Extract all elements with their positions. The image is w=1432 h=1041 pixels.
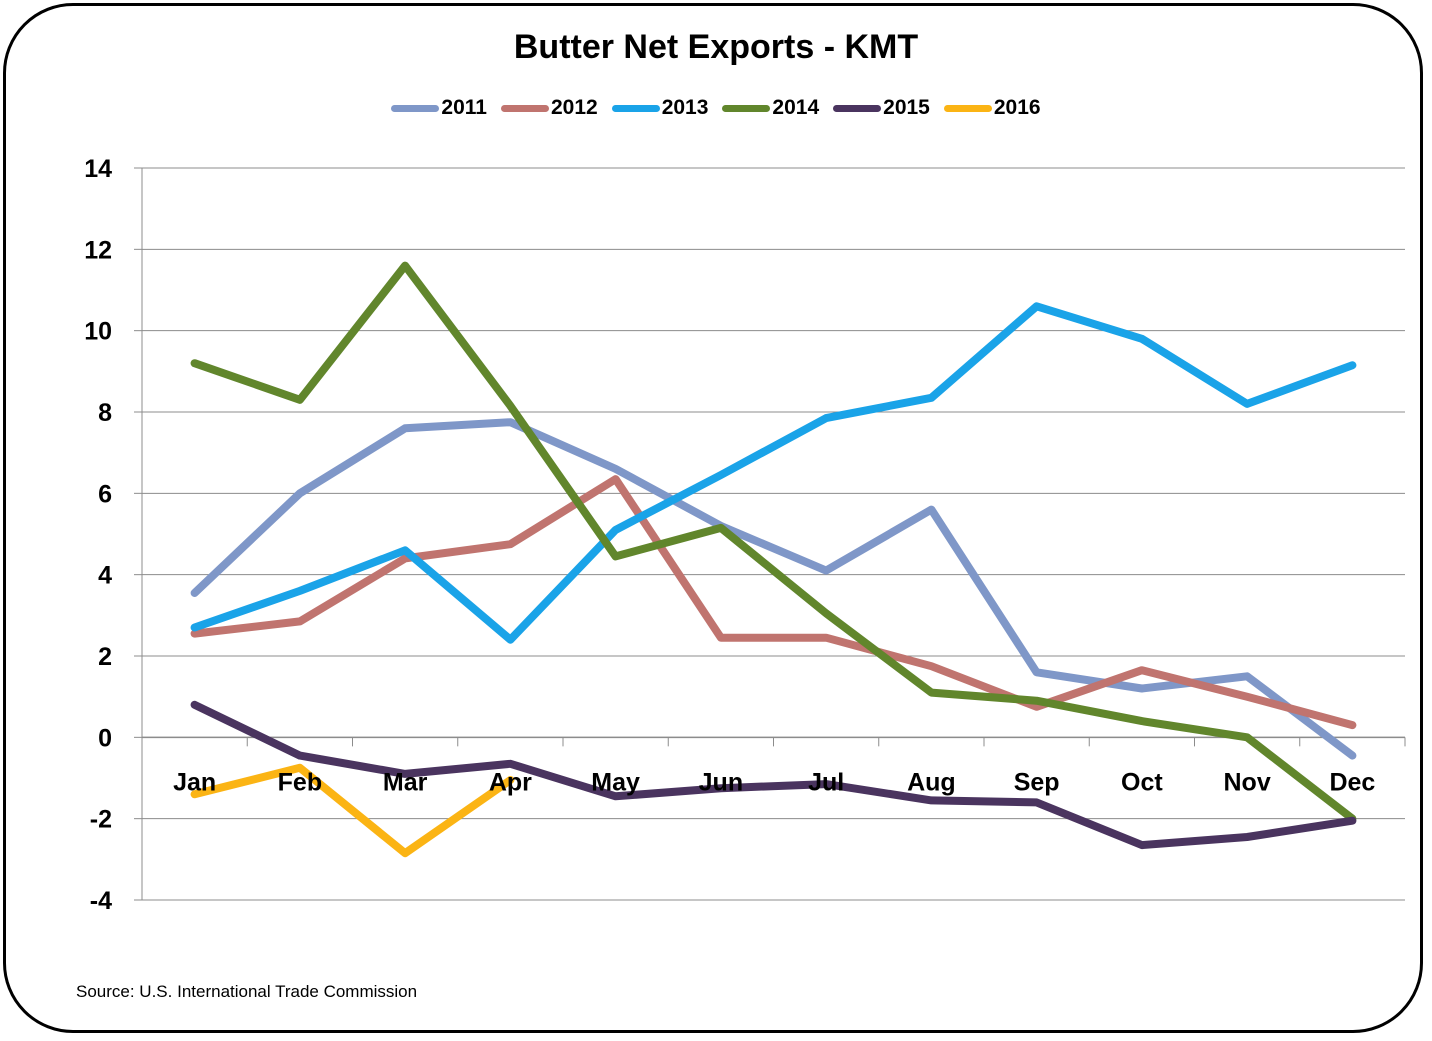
legend-label: 2011	[441, 96, 487, 119]
x-tick-label: Aug	[907, 768, 956, 796]
x-tick-label: Oct	[1121, 768, 1163, 796]
x-tick-label: May	[591, 768, 640, 796]
legend-label: 2014	[772, 96, 820, 119]
x-tick-label: Apr	[489, 768, 532, 796]
source-note: Source: U.S. International Trade Commiss…	[76, 982, 418, 1001]
y-tick-label: 2	[98, 643, 112, 671]
legend-swatch	[722, 104, 771, 112]
x-tick-label: Jun	[699, 768, 743, 796]
y-tick-label: 8	[98, 399, 112, 427]
y-tick-label: 0	[98, 724, 112, 752]
series-line-2016	[190, 763, 515, 858]
legend-entry: 2011	[391, 96, 487, 120]
legend-entry: 2015	[833, 96, 930, 120]
legend-swatch	[500, 104, 549, 112]
legend-swatch	[611, 104, 660, 112]
legend-label: 2015	[883, 96, 930, 119]
legend-entry: 2014	[722, 96, 819, 120]
legend-entry: 2012	[500, 96, 598, 120]
y-tick-label: 4	[98, 562, 112, 590]
legend-swatch	[833, 104, 882, 112]
y-tick-label: 12	[84, 236, 112, 264]
y-tick-label: 10	[84, 318, 112, 346]
x-tick-label: Mar	[383, 768, 428, 796]
x-tick-label: Jan	[173, 768, 216, 796]
x-tick-label: Jul	[808, 768, 844, 796]
series-line-2014	[190, 261, 1357, 823]
x-tick-label: Nov	[1224, 768, 1271, 796]
legend-label: 2013	[661, 96, 709, 119]
legend-label: 2016	[993, 96, 1041, 119]
y-tick-label: -2	[90, 806, 112, 834]
y-tick-label: 6	[98, 480, 112, 508]
x-tick-label: Sep	[1014, 768, 1060, 796]
legend-label: 2012	[550, 96, 598, 119]
series-line-2015	[190, 700, 1357, 850]
y-tick-label: -4	[90, 887, 112, 915]
x-tick-label: Feb	[278, 768, 322, 796]
y-tick-label: 14	[84, 155, 112, 183]
series-line-2011	[190, 418, 1357, 760]
chart-title: Butter Net Exports - KMT	[513, 28, 919, 66]
legend-swatch	[391, 104, 440, 112]
series-line-2013	[190, 302, 1357, 644]
series-line-2012	[190, 475, 1357, 730]
legend-entry: 2013	[611, 96, 709, 120]
x-tick-label: Dec	[1329, 768, 1375, 796]
legend-entry: 2016	[943, 96, 1041, 120]
chart-legend: 2011 2012 2013 2014 2015 2016	[0, 96, 1432, 120]
legend-swatch	[943, 104, 992, 112]
